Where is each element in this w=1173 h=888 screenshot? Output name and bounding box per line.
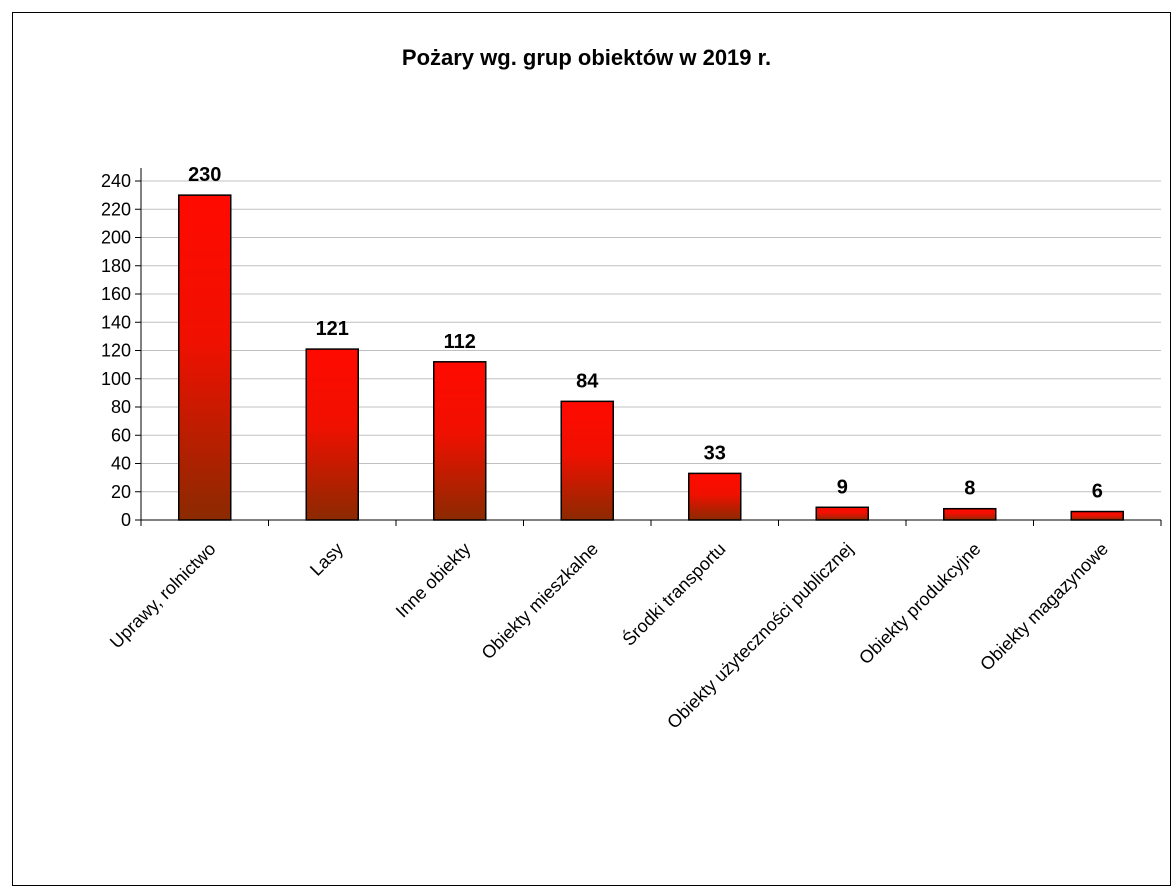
- y-tick-label: 180: [101, 256, 131, 276]
- y-tick-label: 140: [101, 312, 131, 332]
- y-tick-label: 200: [101, 228, 131, 248]
- bar: [815, 506, 869, 521]
- data-label: 112: [444, 331, 476, 353]
- data-label: 121: [316, 318, 349, 340]
- category-label: Uprawy, rolnictwo: [106, 539, 220, 653]
- y-tick-label: 160: [101, 284, 131, 304]
- category-label: Obiekty magazynowe: [976, 539, 1112, 675]
- data-label: 84: [576, 370, 599, 392]
- bars: [178, 194, 1124, 521]
- y-tick-label: 0: [121, 510, 131, 530]
- data-label: 9: [837, 476, 848, 498]
- y-tick-label: 120: [101, 341, 131, 361]
- gridlines: [141, 180, 1161, 493]
- y-tick-label: 20: [111, 482, 131, 502]
- bar: [178, 194, 232, 521]
- category-label: Środki transportu: [618, 538, 730, 650]
- y-tick-label: 40: [111, 454, 131, 474]
- category-label: Lasy: [306, 539, 347, 580]
- category-label: Inne obiekty: [392, 539, 475, 622]
- y-tick-label: 100: [101, 369, 131, 389]
- data-label: 8: [964, 478, 975, 500]
- bar: [560, 400, 614, 521]
- y-tick-label: 60: [111, 425, 131, 445]
- category-label: Obiekty produkcyjne: [855, 539, 984, 668]
- data-label: 33: [704, 442, 726, 464]
- y-tick-label: 80: [111, 397, 131, 417]
- chart-title: Pożary wg. grup obiektów w 2019 r.: [401, 45, 772, 70]
- bar: [943, 507, 997, 521]
- bar: [433, 361, 487, 521]
- y-tick-label: 240: [101, 171, 131, 191]
- data-label: 230: [188, 164, 221, 186]
- bar: [1070, 510, 1124, 521]
- bar: [305, 348, 359, 521]
- axes: [135, 168, 1162, 526]
- data-label: 6: [1092, 481, 1103, 503]
- y-tick-label: 220: [101, 199, 131, 219]
- category-label: Obiekty mieszkalne: [478, 539, 602, 663]
- bar: [688, 472, 742, 521]
